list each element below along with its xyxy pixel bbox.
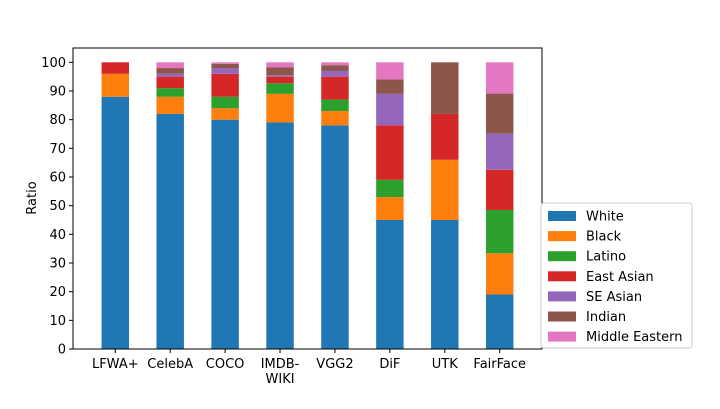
y-tick-label: 0 [58, 343, 66, 358]
bar-segment-latino [156, 88, 184, 97]
y-tick-label: 60 [49, 171, 66, 186]
y-tick-label: 30 [49, 257, 66, 272]
bar-segment-latino [321, 99, 349, 112]
bar-segment-middle-eastern [376, 62, 404, 80]
bar-segment-se-asian [156, 73, 184, 77]
bar-segment-east-asian [485, 169, 514, 210]
bar-segment-black [211, 108, 239, 120]
bar-segment-white [321, 125, 349, 350]
bars-group [101, 62, 514, 350]
x-tick-label: VGG2 [316, 357, 353, 372]
bar-segment-indian [431, 62, 459, 114]
bar-segment-black [321, 111, 349, 126]
y-tick-label: 20 [49, 285, 66, 300]
bar-segment-indian [321, 65, 349, 71]
bar-segment-black [431, 159, 459, 220]
legend-label: SE Asian [586, 290, 642, 305]
x-tick-label: IMDB-WIKI [261, 357, 300, 387]
y-tick-label: 80 [49, 113, 66, 128]
bar-segment-latino [485, 209, 514, 254]
legend-swatch [548, 291, 576, 302]
bar-segment-latino [376, 179, 404, 198]
legend-swatch [548, 331, 576, 342]
bar-segment-indian [485, 93, 514, 134]
bar-segment-black [266, 93, 294, 123]
y-tick-label: 70 [49, 142, 66, 157]
bar-segment-white [431, 220, 459, 349]
bar-segment-se-asian [485, 133, 514, 170]
legend-label: Latino [586, 250, 626, 265]
legend-label: White [586, 210, 624, 225]
bar-segment-white [266, 122, 294, 350]
x-tick-label: CelebA [147, 357, 193, 372]
legend-label: Black [586, 230, 622, 245]
plot-frame [72, 47, 543, 350]
y-axis-label: Ratio [25, 181, 40, 214]
bar-segment-indian [211, 63, 239, 69]
bar-segment-middle-eastern [266, 62, 294, 68]
bar-segment-east-asian [266, 76, 294, 84]
bar-segment-middle-eastern [156, 62, 184, 69]
bar-segment-middle-eastern [321, 62, 349, 66]
x-tick-label: COCO [206, 357, 245, 372]
bar-segment-middle-eastern [485, 62, 514, 94]
bar-segment-east-asian [376, 125, 404, 180]
x-tick-label: FairFace [473, 357, 526, 372]
x-tick-label: DiF [379, 357, 400, 372]
x-tick-label: LFWA+ [92, 357, 139, 372]
legend-swatch [548, 231, 576, 242]
legend-swatch [548, 211, 576, 221]
bar-segment-black [101, 73, 130, 97]
bar-segment-middle-eastern [211, 62, 239, 64]
bar-segment-white [485, 294, 514, 349]
bar-segment-se-asian [376, 93, 404, 126]
bar-segment-white [101, 96, 130, 349]
bar-segment-east-asian [101, 62, 130, 74]
bar-segment-black [485, 253, 514, 295]
bar-segment-white [211, 119, 239, 350]
bar-segment-east-asian [156, 76, 184, 89]
y-tick-label: 40 [49, 228, 66, 243]
legend-label: Middle Eastern [586, 330, 682, 345]
bar-segment-east-asian [211, 73, 239, 97]
legend: White Black Latino East Asian SE Asian Indian… [540, 202, 693, 349]
legend-swatch [548, 311, 576, 322]
legend-swatch [548, 271, 576, 282]
bar-segment-indian [156, 68, 184, 74]
bar-segment-black [156, 96, 184, 114]
bar-segment-east-asian [431, 113, 459, 160]
y-axis: 0 10 20 30 40 50 60 70 80 90 100 [41, 56, 73, 358]
bar-segment-white [376, 220, 404, 349]
bar-segment-east-asian [321, 76, 349, 100]
x-axis: LFWA+ CelebA COCO IMDB-WIKI VGG2 DiF UTK FairFa… [92, 349, 526, 387]
bar-segment-latino [266, 83, 294, 94]
legend-swatch [548, 251, 576, 262]
legend-label: East Asian [586, 270, 654, 285]
y-tick-label: 50 [49, 199, 66, 214]
bar-segment-indian [376, 79, 404, 94]
bar-segment-latino [211, 96, 239, 109]
bar-segment-se-asian [321, 70, 349, 77]
y-tick-label: 10 [49, 314, 66, 329]
y-tick-label: 90 [49, 85, 66, 100]
y-tick-label: 100 [41, 56, 66, 71]
bar-segment-se-asian [266, 75, 294, 77]
bar-segment-indian [266, 67, 294, 76]
bar-segment-se-asian [211, 68, 239, 74]
legend-label: Indian [586, 310, 626, 325]
legend-frame [540, 202, 693, 349]
bar-segment-white [156, 113, 184, 349]
bar-segment-black [376, 197, 404, 220]
x-tick-label: UTK [432, 357, 458, 372]
